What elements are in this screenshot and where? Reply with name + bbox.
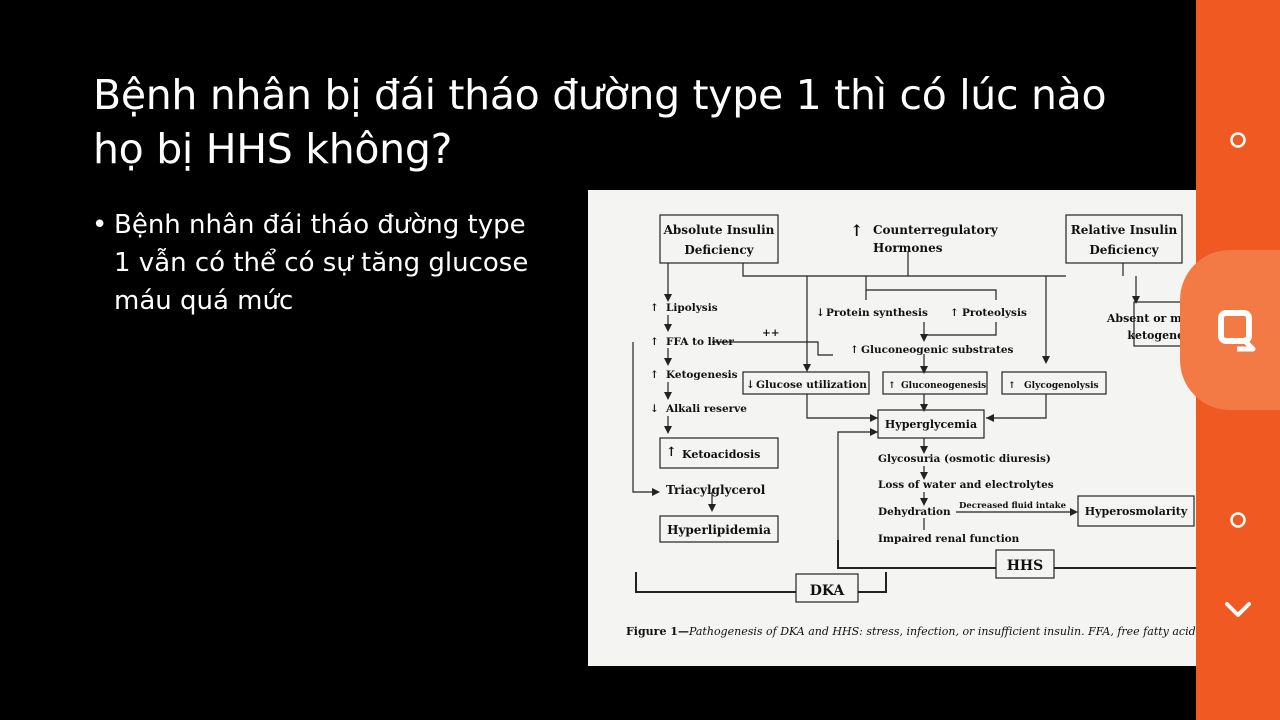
box-glycogenolysis [1001, 371, 1107, 395]
arrow-heads [652, 294, 1140, 516]
flowchart-diagram: Absolute Insulin Deficiency ↑ Counterreg… [632, 214, 1196, 603]
label-loss-water: Loss of water and electrolytes [878, 479, 1054, 491]
label-counterreg-1: Counterregulatory [873, 223, 999, 237]
box-absolute-insulin [659, 214, 779, 264]
slide-title: Bệnh nhân bị đái tháo đường type 1 thì c… [93, 71, 1107, 173]
box-gluconeogenesis [882, 371, 988, 395]
circle-button-top[interactable] [1222, 124, 1254, 156]
label-glucose-util: Glucose utilization [756, 379, 867, 391]
label-alkali: Alkali reserve [665, 403, 747, 415]
label-up-ketoacidosis: ↑ [666, 445, 677, 460]
label-relative-insulin-1: Relative Insulin [1071, 223, 1178, 237]
label-dehydration: Dehydration [878, 506, 951, 518]
label-hhs: HHS [1007, 558, 1044, 574]
box-glucose-utilization [742, 371, 870, 395]
label-down-protein: ↓ [816, 307, 825, 319]
pathogenesis-figure: Absolute Insulin Deficiency ↑ Counterreg… [588, 190, 1196, 666]
label-relative-insulin-2: Deficiency [1089, 243, 1159, 257]
label-up-gluconeo-sub: ↑ [850, 344, 859, 356]
label-decreased-fluid: Decreased fluid intake [959, 501, 1067, 511]
label-ffa: FFA to liver [666, 336, 734, 348]
label-counterreg-2: Hormones [873, 241, 943, 255]
label-plusplus: ++ [762, 327, 780, 339]
chevron-down-button[interactable] [1220, 592, 1256, 628]
box-hyperosmolarity [1077, 495, 1195, 527]
label-up-proteolysis: ↑ [950, 307, 959, 319]
label-lipolysis: Lipolysis [666, 302, 718, 314]
chevron-down-icon [1225, 602, 1251, 617]
label-triacyl: Triacylglycerol [666, 483, 766, 497]
label-hyperlipidemia: Hyperlipidemia [667, 523, 771, 537]
label-gluconeogenesis: Gluconeogenesis [901, 381, 986, 391]
label-up-gluconeogenesis: ↑ [888, 381, 896, 391]
search-icon [1218, 310, 1256, 352]
label-up-ffa: ↑ [650, 336, 659, 348]
label-up-lipolysis: ↑ [650, 302, 659, 314]
box-hyperlipidemia [659, 515, 779, 543]
label-absolute-insulin-1: Absolute Insulin [663, 223, 775, 237]
search-button[interactable] [1208, 300, 1268, 360]
box-hhs [995, 549, 1055, 579]
label-absolute-insulin-2: Deficiency [684, 243, 754, 257]
box-relative-insulin [1065, 214, 1183, 264]
label-up-glycogenolysis: ↑ [1008, 381, 1016, 391]
label-glycogenolysis: Glycogenolysis [1024, 381, 1099, 391]
search-bubble [1180, 250, 1280, 410]
label-glycosuria: Glycosuria (osmotic diuresis) [878, 453, 1051, 465]
figure-caption: Figure 1—Pathogenesis of DKA and HHS: st… [626, 624, 1196, 640]
box-ketoacidosis [659, 437, 779, 469]
label-hyperosmolarity: Hyperosmolarity [1085, 505, 1188, 518]
label-up-arrow-counterreg: ↑ [850, 221, 863, 240]
label-hyperglycemia: Hyperglycemia [885, 418, 977, 431]
bullet-text: Bệnh nhân đái tháo đường type 1 vẫn có t… [114, 210, 529, 316]
label-down-glucose-util: ↓ [746, 379, 755, 391]
label-ketogenesis: Ketogenesis [666, 369, 738, 381]
label-absent-keto-1: Absent or minimal [1106, 312, 1196, 325]
bullet-item: • Bệnh nhân đái tháo đường type 1 vẫn có… [92, 206, 542, 320]
label-down-alkali: ↓ [650, 403, 659, 415]
label-dka: DKA [810, 583, 846, 599]
box-hyperglycemia [877, 409, 985, 439]
label-up-ketogenesis: ↑ [650, 369, 659, 381]
caption-text: Pathogenesis of DKA and HHS: stress, inf… [688, 625, 1196, 638]
label-gluconeo-sub: Gluconeogenic substrates [861, 344, 1014, 356]
box-dka [795, 573, 859, 603]
circle-icon [1230, 512, 1246, 528]
label-impaired-renal: Impaired renal function [878, 533, 1020, 545]
circle-button-bottom[interactable] [1222, 504, 1254, 536]
caption-label: Figure 1— [626, 625, 689, 638]
circle-icon [1230, 132, 1246, 148]
label-ketoacidosis: Ketoacidosis [682, 448, 760, 461]
label-absent-keto-2: ketogenesis [1127, 329, 1196, 342]
label-proteolysis: Proteolysis [962, 307, 1027, 319]
bullet-marker: • [92, 210, 108, 240]
label-protein-synth: Protein synthesis [826, 307, 928, 319]
